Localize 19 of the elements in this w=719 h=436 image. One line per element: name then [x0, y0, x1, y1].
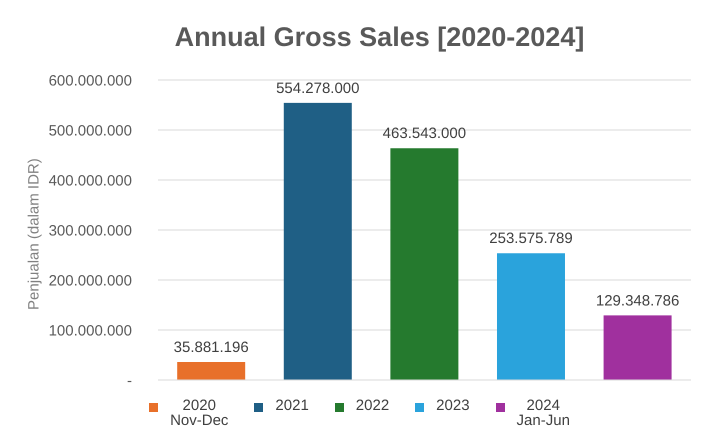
data-label: 463.543.000	[382, 125, 466, 142]
legend-label: 2020 Nov-Dec	[170, 397, 228, 429]
data-label: 253.575.789	[489, 230, 573, 248]
legend-label: 2023	[436, 397, 470, 414]
legend-label: 2021	[275, 397, 309, 414]
y-tick-label: -	[127, 372, 132, 390]
legend-label: 2024 Jan-Jun	[516, 397, 570, 429]
data-label: 129.348.786	[596, 292, 680, 310]
data-label: 554.278.000	[276, 80, 360, 97]
y-tick-label: 200.000.000	[48, 272, 132, 290]
data-label: 35.881.196	[174, 339, 249, 356]
chart-title: Annual Gross Sales [2020-2024]	[174, 21, 586, 54]
y-tick-label: 500.000.000	[48, 122, 132, 140]
y-axis-title: Penjualan (dalam IDR)	[25, 158, 42, 310]
y-tick-label: 300.000.000	[48, 222, 132, 240]
legend-label: 2022	[356, 397, 390, 414]
y-tick-label: 600.000.000	[48, 72, 132, 90]
y-tick-label: 400.000.000	[48, 172, 132, 190]
y-tick-label: 100.000.000	[48, 322, 132, 340]
